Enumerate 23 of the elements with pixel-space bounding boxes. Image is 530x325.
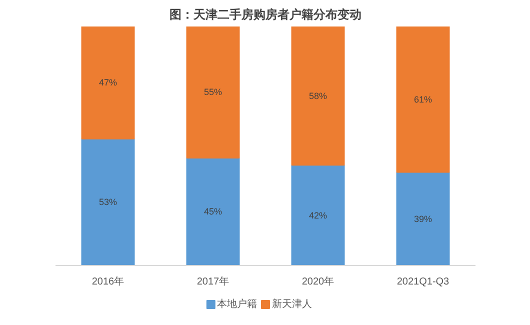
x-tick-label: 2021Q1-Q3 [396,276,450,288]
data-label: 55% [204,87,222,98]
data-label: 45% [204,206,222,217]
bar [81,26,135,140]
legend-label: 新天津人 [272,298,312,310]
data-label: 39% [414,214,432,224]
x-tick-label: 2016年 [92,276,124,288]
data-label: 47% [98,78,118,88]
bar [186,26,240,158]
data-label: 58% [308,90,328,101]
data-label: 42% [308,210,328,220]
data-label: 53% [98,197,118,208]
chart-title: 图：天津二手房购房者户籍分布变动 [170,8,362,22]
legend-label: 本地户籍 [217,298,258,310]
data-label: 61% [414,94,432,104]
bar [291,164,345,266]
bar [186,157,240,266]
x-tick-label: 2020年 [302,276,334,288]
bar [396,26,450,173]
bar [291,26,345,166]
x-tick-label: 2017年 [196,276,230,288]
bar [396,172,450,266]
bar [81,138,135,266]
